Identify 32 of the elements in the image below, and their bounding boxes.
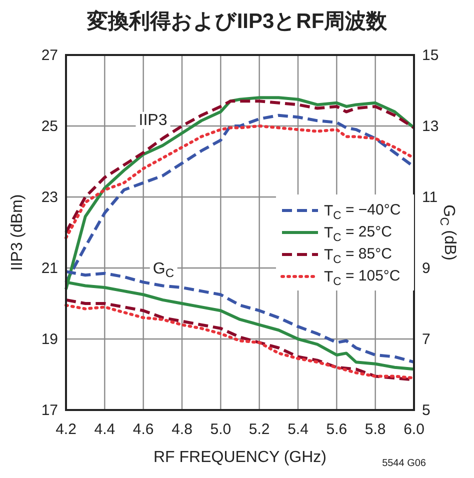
y2-tick-label: 15 [422,47,439,64]
y2-tick-label: 13 [422,118,439,135]
y-tick-label: 17 [41,402,58,419]
annotation: IIP3 [138,112,168,129]
y2-tick-label: 7 [422,331,430,348]
legend-label: T$_{C}$ = −40°C [324,201,401,222]
annotation: G$_{C}$ [152,260,174,280]
y2-tick-label: 11 [422,189,438,206]
y2-tick-label: 9 [422,260,430,277]
x-tick-label: 5.8 [364,421,386,438]
legend-label: T$_{C}$ = 105°C [324,267,400,288]
x-tick-label: 6.0 [404,421,424,438]
x-tick-label: 4.6 [132,421,154,438]
text: 5544 G06 [382,458,426,469]
y2-tick-label: 5 [422,402,430,419]
chart-title: 変換利得およびIIP3とRF周波数 [86,9,388,33]
legend-label: T$_{C}$ = 85°C [324,245,392,266]
x-tick-label: 5.0 [210,421,232,438]
legend-label: T$_{C}$ = 25°C [324,223,392,244]
y-tick-label: 27 [41,47,58,64]
y-tick-label: 25 [41,118,58,135]
y-axis-title: IIP3 (dBm) [9,194,26,271]
x-tick-label: 4.4 [94,421,116,438]
x-tick-label: 5.6 [326,421,348,438]
y-tick-label: 21 [41,260,58,277]
x-tick-label: 4.8 [172,421,192,438]
x-axis-title: RF FREQUENCY (GHz) [153,449,327,466]
y-tick-label: 19 [41,331,58,348]
x-tick-label: 5.2 [248,421,270,438]
x-tick-label: 4.2 [56,421,76,438]
y-tick-label: 23 [41,189,58,206]
x-tick-label: 5.4 [288,421,308,438]
